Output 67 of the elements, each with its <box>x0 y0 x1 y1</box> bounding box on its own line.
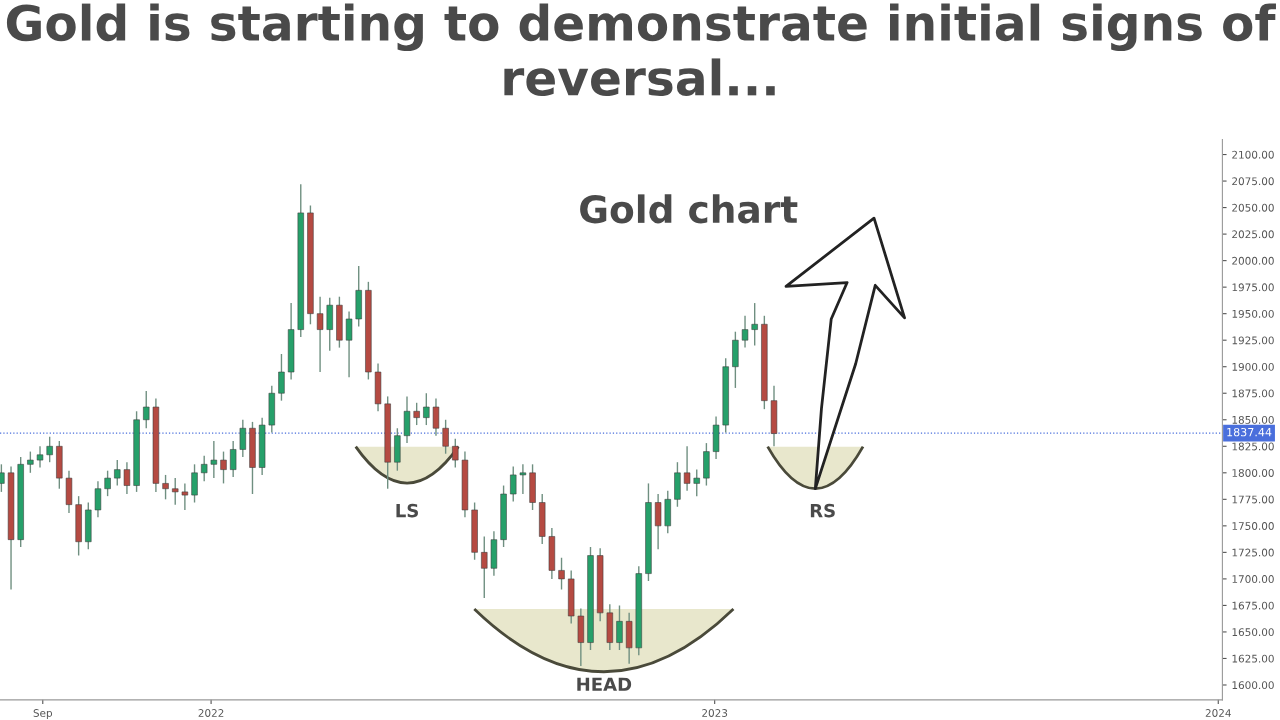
candlestick <box>654 493 662 550</box>
y-tick-label: 1825.00 <box>1232 442 1274 451</box>
candlestick <box>0 463 5 493</box>
y-tick-label: 1850.00 <box>1232 415 1274 424</box>
candlestick <box>683 445 691 492</box>
y-tick-label: 2050.00 <box>1232 203 1274 212</box>
candlestick <box>191 463 198 504</box>
y-tick-label: 1975.00 <box>1232 283 1274 292</box>
candlestick <box>519 463 527 495</box>
candlestick <box>452 438 459 469</box>
candlestick <box>201 455 208 482</box>
candlestick <box>181 482 189 511</box>
candlestick <box>94 480 102 519</box>
candlestick <box>413 402 420 426</box>
y-tick-label: 1900.00 <box>1232 362 1274 371</box>
x-tick-label: 2022 <box>198 709 224 717</box>
candlestick <box>345 310 353 379</box>
candlestick <box>693 468 700 497</box>
candlestick <box>27 450 34 474</box>
candlestick <box>162 474 169 501</box>
candlestick <box>510 465 517 503</box>
candlestick <box>751 302 758 347</box>
candlestick <box>143 390 150 429</box>
candlestick <box>316 295 324 373</box>
candlestick <box>432 397 440 437</box>
candlestick <box>239 419 246 458</box>
y-tick-label: 1750.00 <box>1232 522 1274 530</box>
candlestick <box>210 440 218 479</box>
chart-title: Gold is starting to demonstrate initial signs of reversal... <box>6 3 1276 97</box>
candlestick <box>616 604 623 651</box>
candlestick <box>481 535 488 599</box>
y-tick-label: 1925.00 <box>1232 336 1274 345</box>
y-tick-label: 1625.00 <box>1232 654 1274 663</box>
candlestick <box>229 440 237 478</box>
y-tick-label: 1775.00 <box>1232 495 1274 504</box>
x-tick-label: 2024 <box>1205 709 1231 717</box>
y-tick-label: 1650.00 <box>1232 628 1274 637</box>
y-tick-label: 1600.00 <box>1232 681 1274 690</box>
x-tick-label: 2023 <box>702 709 728 717</box>
candlestick <box>741 315 749 349</box>
y-tick-label: 2075.00 <box>1232 177 1274 186</box>
annotation: Gold chart <box>580 194 798 224</box>
candlestick <box>442 419 449 455</box>
y-tick-label: 1800.00 <box>1232 469 1274 477</box>
annotation: RS <box>810 503 835 518</box>
candlestick <box>423 392 430 426</box>
candlestick <box>104 469 111 497</box>
y-tick-label: 1875.00 <box>1232 389 1274 398</box>
candlestick <box>278 353 285 402</box>
candlestick <box>46 436 53 463</box>
candlestick <box>220 450 227 485</box>
candlestick <box>558 556 565 591</box>
annotation: HEAD <box>577 677 632 691</box>
y-tick-label: 1700.00 <box>1232 575 1274 583</box>
candlestick <box>123 461 131 495</box>
y-tick-label: 1675.00 <box>1232 601 1274 610</box>
ref-line-label: 1837.44 <box>1227 427 1272 437</box>
candlestick <box>172 477 179 506</box>
candlestick <box>36 445 44 469</box>
y-tick-label: 1725.00 <box>1232 548 1274 557</box>
annotation: LS <box>396 503 418 518</box>
y-tick-label: 2000.00 <box>1232 256 1274 265</box>
x-tick-label: Sep <box>33 709 53 719</box>
y-tick-label: 1950.00 <box>1232 309 1274 318</box>
candlestick <box>114 459 121 487</box>
y-tick-label: 2100.00 <box>1232 150 1274 159</box>
y-tick-label: 2025.00 <box>1232 230 1274 239</box>
